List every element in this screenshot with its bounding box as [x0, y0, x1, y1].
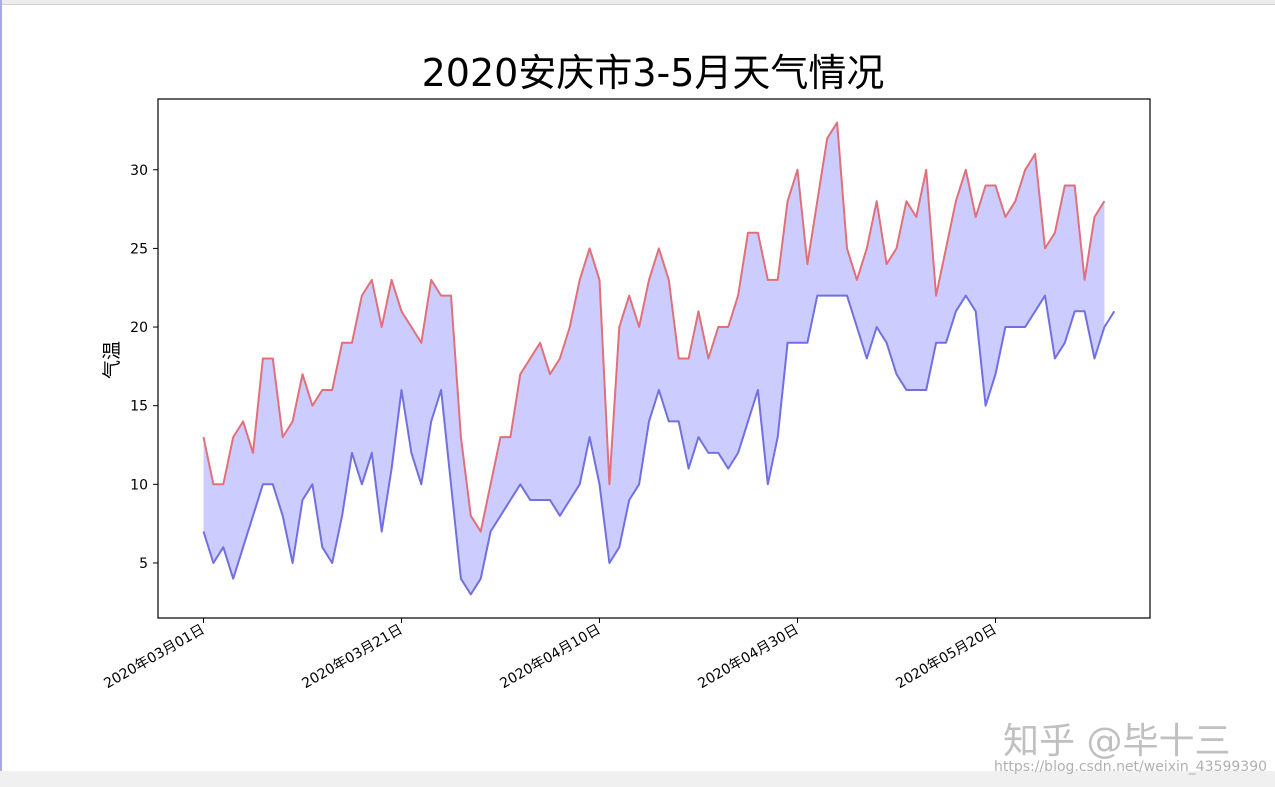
- window-bottom-strip: [0, 771, 1275, 787]
- y-tick-label-30: 30: [130, 163, 148, 179]
- x-tick-label-4: 2020年05月20日: [893, 622, 999, 692]
- y-tick-label-15: 15: [130, 399, 148, 415]
- fill-between-area: [203, 122, 1105, 595]
- y-tick-label-25: 25: [130, 241, 148, 257]
- low-temperature-line: [202, 294, 1116, 596]
- y-tick-label-20: 20: [130, 320, 148, 336]
- x-tick-label-1: 2020年03月21日: [299, 622, 405, 692]
- axes-frame: [157, 98, 1151, 619]
- y-tick-label-10: 10: [130, 477, 148, 493]
- x-tick-label-2: 2020年04月10日: [497, 622, 603, 692]
- y-axis-label: 气温: [101, 341, 123, 379]
- window-top-strip: [0, 0, 1275, 5]
- chart-title: 2020安庆市3-5月天气情况: [422, 51, 885, 95]
- y-tick-label-5: 5: [139, 556, 148, 572]
- window-left-edge: [0, 0, 2, 787]
- watermark-brand: 知乎 @毕十三: [1003, 721, 1231, 762]
- plot-area: [202, 121, 1116, 596]
- x-tick-label-0: 2020年03月01日: [101, 622, 207, 692]
- watermark-url: https://blog.csdn.net/weixin_43599390: [994, 759, 1268, 775]
- high-temperature-line: [202, 121, 1106, 533]
- x-tick-label-3: 2020年04月30日: [695, 622, 801, 692]
